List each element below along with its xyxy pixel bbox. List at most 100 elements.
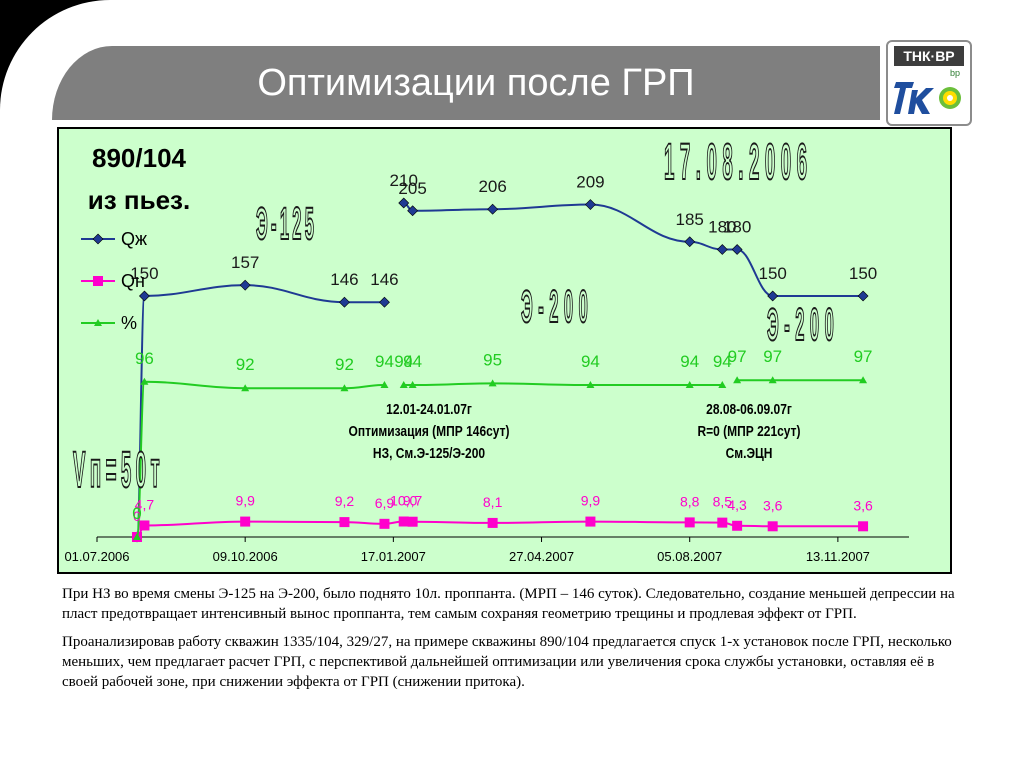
annotation-note-2: 28.08-06.09.07г R=0 (МПР 221сут) См.ЭЦН [698, 401, 801, 462]
data-label: 9,9 [581, 493, 601, 509]
data-point-marker [94, 319, 102, 326]
legend-label: Qн [121, 271, 145, 291]
data-point-marker [407, 205, 419, 217]
data-label: 6,9 [375, 495, 395, 511]
data-point-marker [133, 533, 142, 540]
data-point-marker [487, 203, 499, 215]
note-2-line-3: См.ЭЦН [726, 445, 773, 462]
data-point-marker [139, 520, 150, 531]
data-point-marker [339, 517, 350, 528]
legend-label: % [121, 313, 137, 333]
x-tick-label: 05.08.2007 [657, 549, 722, 564]
note-2-line-1: 28.08-06.09.07г [706, 401, 792, 418]
data-label: 150 [130, 264, 158, 283]
data-point-marker [732, 520, 743, 531]
data-point-marker [379, 296, 390, 308]
data-label: 180 [708, 218, 736, 237]
annotation-pump-2: Э-200 [521, 282, 593, 332]
data-label: 97 [854, 347, 873, 366]
data-point-marker [859, 376, 868, 384]
series-qzh [131, 197, 869, 543]
data-point-marker [584, 199, 596, 210]
data-label: 8,5 [713, 494, 733, 510]
data-point-marker [717, 517, 728, 528]
note-1-line-1: 12.01-24.01.07г [386, 401, 472, 418]
data-label: 3,6 [853, 497, 873, 513]
data-label: 150 [849, 264, 877, 283]
x-tick-label: 09.10.2006 [213, 549, 278, 564]
chart-title-line-1: 890/104 [92, 143, 187, 173]
x-tick-label: 13.11.2007 [806, 549, 870, 564]
series-line [403, 202, 864, 298]
data-point-marker [858, 521, 869, 532]
data-label: 210 [390, 171, 418, 190]
data-point-marker [488, 379, 497, 387]
data-label: 95 [483, 350, 502, 369]
note-1-line-2: Оптимизация (МПР 146сут) [349, 423, 510, 440]
data-point-marker [240, 516, 251, 527]
data-label: 9,7 [403, 493, 423, 509]
chart-axes: 01.07.2006 09.10.2006 17.01.2007 27.04.2007… [64, 536, 909, 564]
data-point-marker [340, 384, 349, 392]
data-point-marker [241, 384, 250, 392]
legend-label: Qж [121, 229, 147, 249]
data-point-marker [407, 516, 418, 527]
data-point-marker [586, 381, 595, 388]
data-point-marker [684, 517, 695, 528]
data-label: 185 [676, 210, 704, 229]
data-point-marker [685, 381, 694, 388]
series-qn [132, 516, 869, 542]
data-label: 4,7 [135, 496, 155, 512]
data-point-marker [731, 244, 743, 255]
data-label: 92 [335, 355, 354, 374]
series-line [136, 380, 385, 538]
data-point-marker [684, 236, 696, 248]
note-2-line-2: R=0 (МПР 221сут) [698, 423, 801, 440]
legend-item: % [81, 313, 137, 333]
data-label: 8,1 [483, 494, 503, 510]
data-label: 4,3 [727, 497, 747, 513]
slide-body: При НЗ во время смены Э-125 на Э-200, бы… [62, 584, 962, 700]
data-label: 94 [394, 352, 413, 371]
data-point-marker [138, 290, 150, 302]
data-point-marker [380, 381, 389, 388]
x-tick-label: 17.01.2007 [361, 549, 426, 564]
data-label: 92 [236, 355, 255, 374]
data-label: 9,9 [235, 493, 255, 509]
data-label: 94 [713, 352, 732, 371]
data-label: 8,8 [680, 493, 700, 509]
data-label: 146 [370, 270, 398, 289]
data-label: 0 [132, 504, 141, 523]
chart-title-line-2: из пьез. [88, 185, 190, 215]
data-point-marker [398, 516, 409, 527]
data-label: 209 [576, 173, 604, 192]
company-logo: ТНК·ВР bp [886, 40, 972, 126]
legend-item: Qн [81, 271, 145, 291]
data-label: 180 [723, 218, 751, 237]
data-point-marker [408, 381, 417, 388]
data-label: 94 [375, 352, 394, 371]
data-point-marker [767, 290, 779, 302]
annotation-pump-3: Э-200 [767, 300, 839, 350]
data-point-marker [487, 517, 498, 528]
logo-bp-text: bp [950, 68, 960, 78]
data-point-marker [140, 377, 149, 385]
data-point-marker [239, 279, 251, 291]
legend-item: Qж [81, 229, 147, 249]
annotation-vp: Vп=50т [73, 442, 164, 499]
chart-series [131, 197, 869, 543]
data-point-marker [768, 376, 777, 384]
data-point-marker [399, 381, 408, 388]
data-label: 150 [758, 264, 786, 283]
series-pct [133, 376, 868, 540]
chart-panel: 01.07.2006 09.10.2006 17.01.2007 27.04.2007… [57, 127, 952, 574]
data-label: 157 [231, 253, 259, 272]
annotation-date-big: 17.08.2006 [664, 134, 813, 191]
annotation-note-1: 12.01-24.01.07г Оптимизация (МПР 146сут)… [349, 401, 510, 462]
data-point-marker [767, 521, 778, 532]
data-label: 94 [581, 352, 600, 371]
title-bar [52, 46, 880, 120]
data-label: 97 [763, 347, 782, 366]
data-point-marker [585, 516, 596, 527]
